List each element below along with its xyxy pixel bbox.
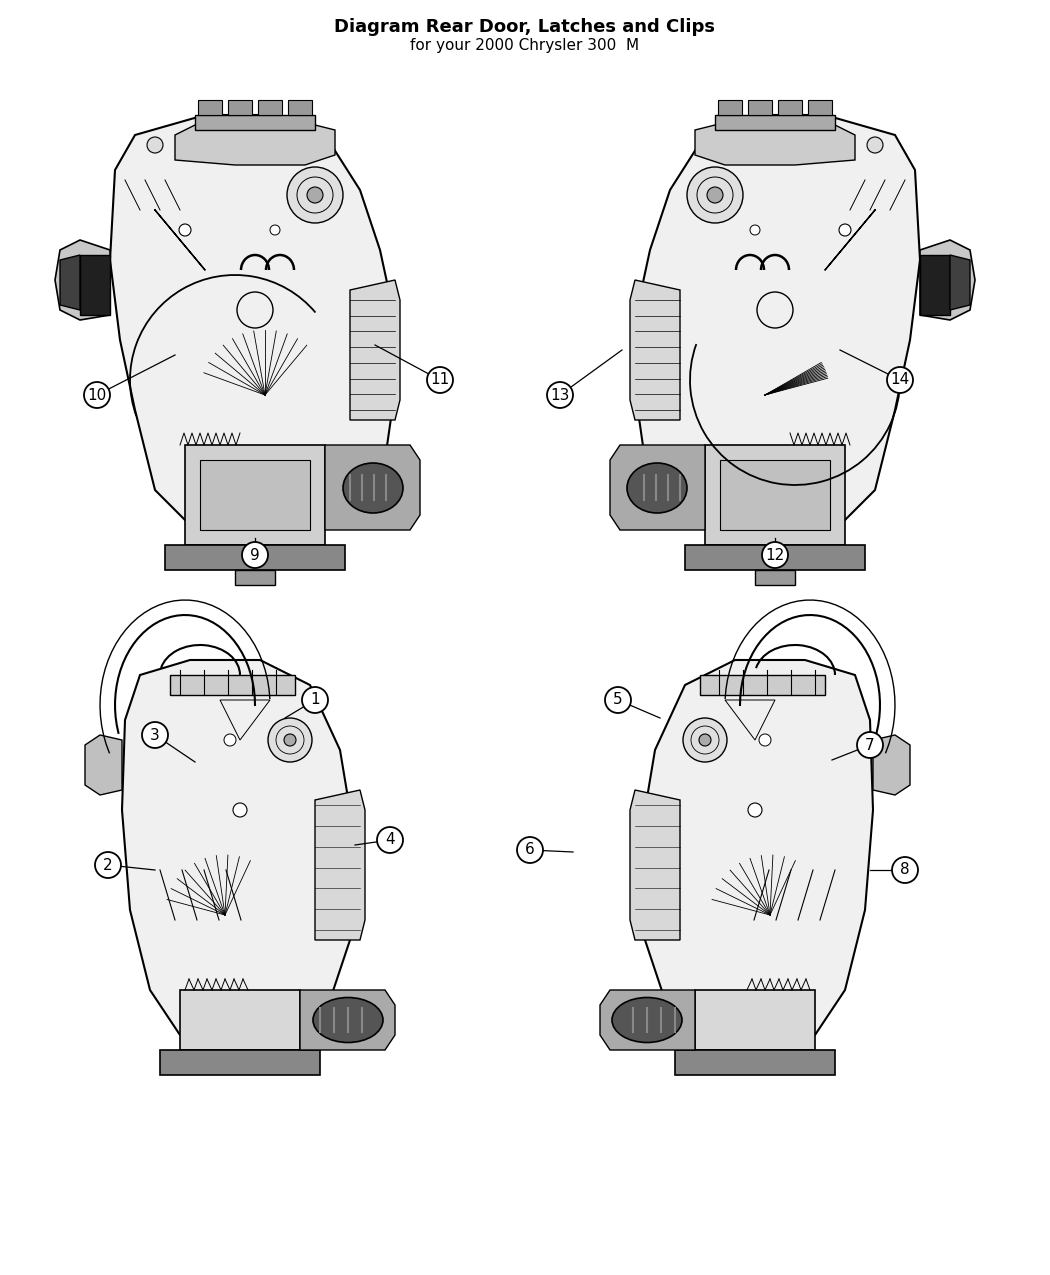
Text: 6: 6	[525, 843, 534, 858]
Polygon shape	[198, 99, 222, 115]
Polygon shape	[258, 99, 282, 115]
Text: Diagram Rear Door, Latches and Clips: Diagram Rear Door, Latches and Clips	[335, 18, 715, 36]
Text: 11: 11	[430, 372, 449, 388]
Circle shape	[142, 722, 168, 748]
Polygon shape	[720, 460, 830, 530]
Polygon shape	[715, 115, 835, 130]
Circle shape	[268, 718, 312, 762]
Circle shape	[699, 734, 711, 746]
Polygon shape	[695, 989, 815, 1051]
Polygon shape	[610, 445, 705, 530]
Circle shape	[547, 382, 573, 408]
Circle shape	[517, 836, 543, 863]
Text: 7: 7	[865, 737, 875, 752]
Polygon shape	[170, 674, 295, 695]
Polygon shape	[195, 115, 315, 130]
Polygon shape	[185, 445, 326, 544]
Polygon shape	[920, 240, 975, 320]
Polygon shape	[685, 544, 865, 570]
Polygon shape	[175, 115, 335, 164]
Circle shape	[377, 827, 403, 853]
Polygon shape	[755, 570, 795, 585]
Polygon shape	[640, 660, 873, 1051]
Circle shape	[307, 187, 323, 203]
Circle shape	[748, 803, 762, 817]
Polygon shape	[326, 445, 420, 530]
Text: 1: 1	[310, 692, 320, 708]
Polygon shape	[80, 255, 110, 315]
Circle shape	[605, 687, 631, 713]
Text: 3: 3	[150, 728, 160, 742]
Polygon shape	[160, 1051, 320, 1075]
Circle shape	[707, 187, 723, 203]
Polygon shape	[350, 280, 400, 419]
Polygon shape	[600, 989, 695, 1051]
Text: 4: 4	[385, 833, 395, 848]
Circle shape	[287, 167, 343, 223]
Circle shape	[759, 734, 771, 746]
Polygon shape	[700, 674, 825, 695]
Circle shape	[94, 852, 121, 878]
Text: for your 2000 Chrysler 300  M: for your 2000 Chrysler 300 M	[411, 38, 639, 54]
Polygon shape	[635, 115, 920, 544]
Polygon shape	[748, 99, 772, 115]
Circle shape	[242, 542, 268, 567]
Ellipse shape	[313, 997, 383, 1043]
Polygon shape	[630, 790, 680, 940]
Polygon shape	[200, 460, 310, 530]
Text: 14: 14	[890, 372, 909, 388]
Circle shape	[147, 136, 163, 153]
Text: 9: 9	[250, 547, 260, 562]
Text: 12: 12	[765, 547, 784, 562]
Ellipse shape	[612, 997, 682, 1043]
Text: 5: 5	[613, 692, 623, 708]
Polygon shape	[85, 734, 122, 796]
Polygon shape	[122, 660, 355, 1051]
Circle shape	[84, 382, 110, 408]
Circle shape	[224, 734, 236, 746]
Polygon shape	[675, 1051, 835, 1075]
Polygon shape	[315, 790, 365, 940]
Polygon shape	[718, 99, 742, 115]
Circle shape	[178, 224, 191, 236]
Text: 13: 13	[550, 388, 570, 403]
Circle shape	[233, 803, 247, 817]
Circle shape	[750, 224, 760, 235]
Ellipse shape	[627, 463, 687, 513]
Polygon shape	[235, 570, 275, 585]
Circle shape	[892, 857, 918, 884]
Polygon shape	[950, 255, 970, 310]
Circle shape	[284, 734, 296, 746]
Circle shape	[762, 542, 788, 567]
Polygon shape	[808, 99, 832, 115]
Polygon shape	[630, 280, 680, 419]
Circle shape	[687, 167, 743, 223]
Polygon shape	[778, 99, 802, 115]
Polygon shape	[60, 255, 80, 310]
Circle shape	[302, 687, 328, 713]
Polygon shape	[920, 255, 950, 315]
Circle shape	[427, 367, 453, 393]
Polygon shape	[165, 544, 345, 570]
Text: 2: 2	[103, 858, 112, 872]
Circle shape	[887, 367, 914, 393]
Polygon shape	[288, 99, 312, 115]
Circle shape	[682, 718, 727, 762]
Circle shape	[867, 136, 883, 153]
Polygon shape	[110, 115, 395, 544]
Circle shape	[270, 224, 280, 235]
Polygon shape	[695, 115, 855, 164]
Ellipse shape	[343, 463, 403, 513]
Text: 8: 8	[900, 862, 909, 877]
Polygon shape	[873, 734, 910, 796]
Circle shape	[839, 224, 850, 236]
Polygon shape	[180, 989, 300, 1051]
Polygon shape	[705, 445, 845, 544]
Polygon shape	[300, 989, 395, 1051]
Circle shape	[857, 732, 883, 759]
Polygon shape	[228, 99, 252, 115]
Polygon shape	[55, 240, 110, 320]
Text: 10: 10	[87, 388, 107, 403]
